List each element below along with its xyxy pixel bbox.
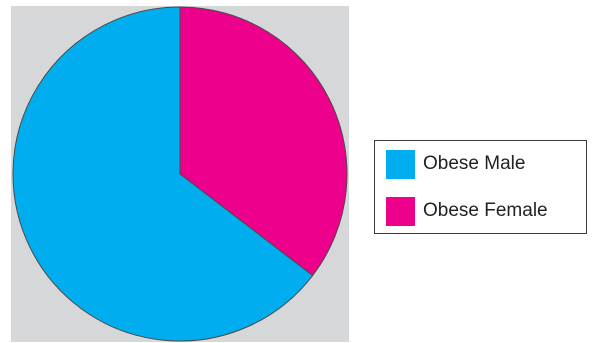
- legend-swatch-obese-male: [386, 149, 415, 179]
- legend-swatch-obese-female: [386, 196, 415, 226]
- legend-item-obese-female: Obese Female: [386, 196, 548, 226]
- legend-item-obese-male: Obese Male: [386, 149, 525, 179]
- legend-label-obese-female: Obese Female: [423, 200, 548, 221]
- legend-label-obese-male: Obese Male: [423, 153, 526, 174]
- legend: Obese Male Obese Female: [374, 140, 587, 234]
- pie-slice-obese-female: [179, 6, 348, 277]
- pie-svg: [12, 6, 348, 342]
- plot-area: [11, 6, 349, 342]
- pie-slice-obese-male: [12, 6, 314, 342]
